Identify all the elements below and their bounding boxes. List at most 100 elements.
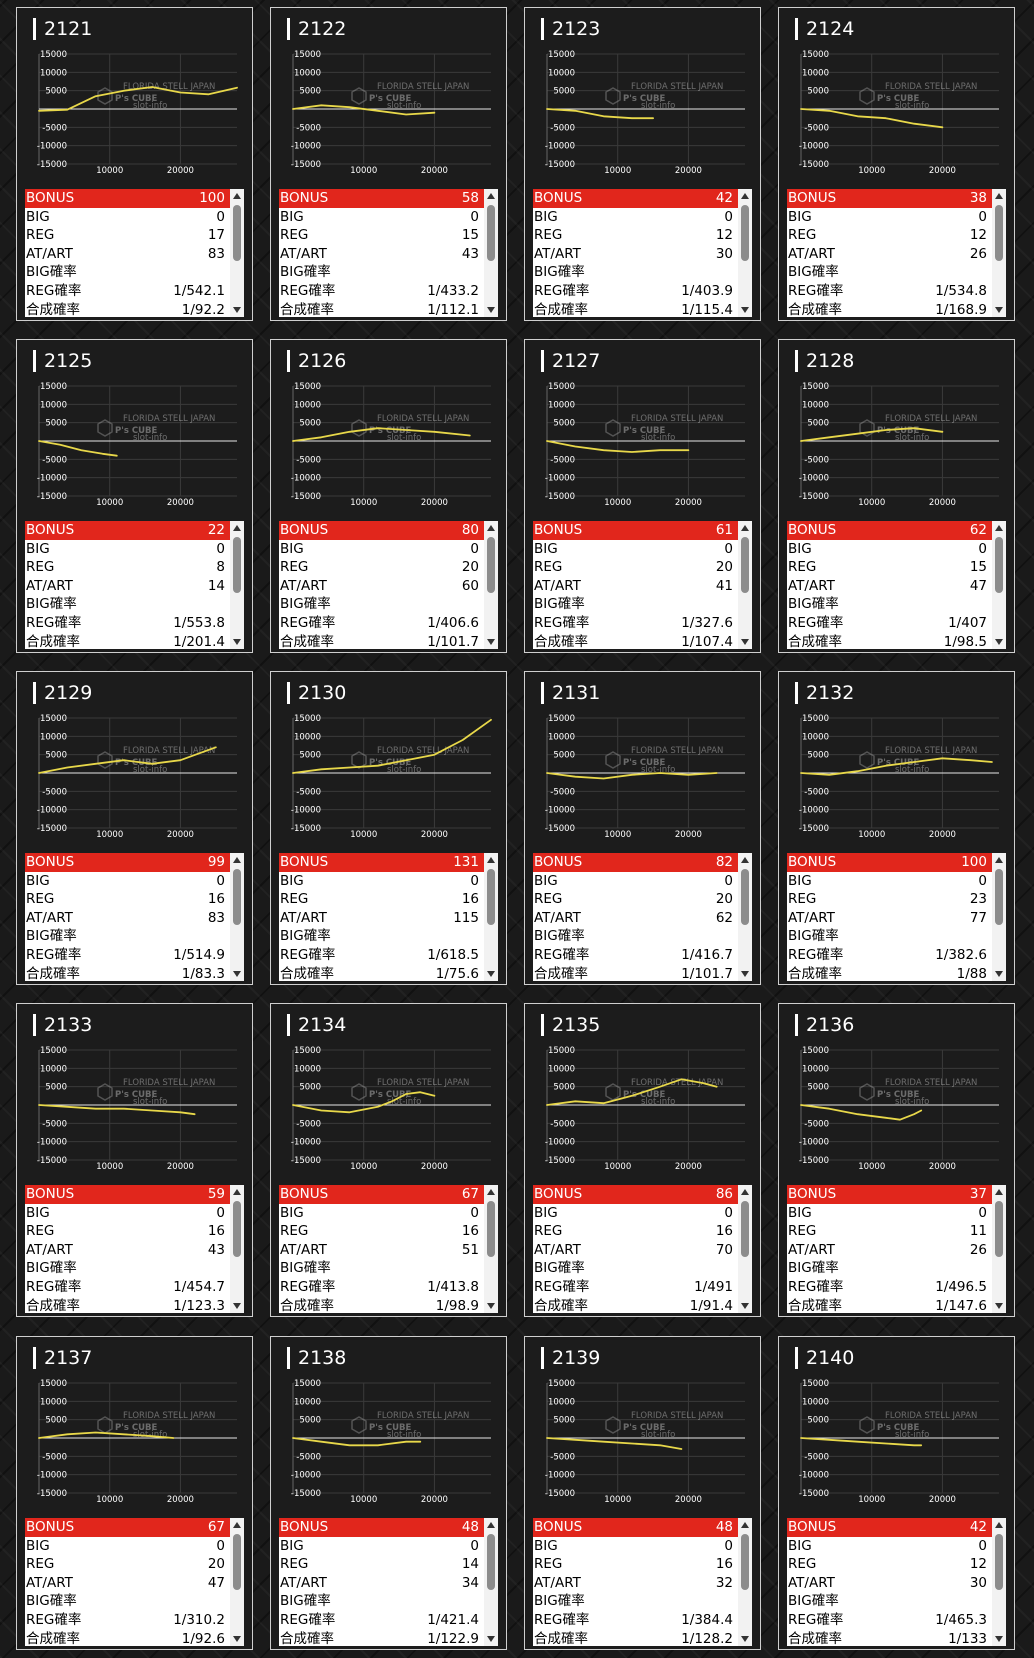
scroll-up-arrow-icon[interactable]: [233, 1522, 241, 1528]
scroll-up-arrow-icon[interactable]: [233, 525, 241, 531]
stats-scrollbar[interactable]: [738, 521, 752, 649]
scroll-down-arrow-icon[interactable]: [995, 1303, 1003, 1309]
scroll-down-arrow-icon[interactable]: [233, 1303, 241, 1309]
scroll-thumb[interactable]: [233, 1534, 241, 1590]
stats-scrollbar[interactable]: [992, 1518, 1006, 1646]
scroll-thumb[interactable]: [233, 537, 241, 593]
scroll-down-arrow-icon[interactable]: [487, 971, 495, 977]
scroll-thumb[interactable]: [233, 1201, 241, 1257]
scroll-thumb[interactable]: [741, 1201, 749, 1257]
scroll-up-arrow-icon[interactable]: [487, 857, 495, 863]
scroll-up-arrow-icon[interactable]: [487, 525, 495, 531]
stats-scrollbar[interactable]: [484, 853, 498, 981]
machine-card[interactable]: 2127 P's CUBE FLORIDA STELL JAPAN slot-info…: [524, 339, 761, 653]
stats-scrollbar[interactable]: [484, 1518, 498, 1646]
scroll-down-arrow-icon[interactable]: [233, 307, 241, 313]
stats-scrollbar[interactable]: [230, 853, 244, 981]
scroll-down-arrow-icon[interactable]: [487, 307, 495, 313]
scroll-thumb[interactable]: [995, 537, 1003, 593]
scroll-thumb[interactable]: [741, 537, 749, 593]
scroll-up-arrow-icon[interactable]: [487, 193, 495, 199]
scroll-thumb[interactable]: [995, 205, 1003, 261]
machine-card[interactable]: 2139 P's CUBE FLORIDA STELL JAPAN slot-info…: [524, 1336, 761, 1650]
machine-card[interactable]: 2125 P's CUBE FLORIDA STELL JAPAN slot-info…: [16, 339, 253, 653]
scroll-up-arrow-icon[interactable]: [233, 857, 241, 863]
scroll-up-arrow-icon[interactable]: [233, 193, 241, 199]
machine-card[interactable]: 2126 P's CUBE FLORIDA STELL JAPAN slot-info…: [270, 339, 507, 653]
stats-scrollbar[interactable]: [738, 1518, 752, 1646]
machine-card[interactable]: 2131 P's CUBE FLORIDA STELL JAPAN slot-info…: [524, 671, 761, 985]
scroll-up-arrow-icon[interactable]: [741, 1189, 749, 1195]
scroll-down-arrow-icon[interactable]: [995, 639, 1003, 645]
stats-scrollbar[interactable]: [738, 189, 752, 317]
machine-card[interactable]: 2133 P's CUBE FLORIDA STELL JAPAN slot-info…: [16, 1003, 253, 1317]
scroll-down-arrow-icon[interactable]: [995, 971, 1003, 977]
scroll-up-arrow-icon[interactable]: [487, 1189, 495, 1195]
stats-scrollbar[interactable]: [738, 1185, 752, 1313]
scroll-up-arrow-icon[interactable]: [233, 1189, 241, 1195]
stats-scrollbar[interactable]: [230, 189, 244, 317]
machine-card[interactable]: 2121 P's CUBE FLORIDA STELL JAPAN slot-info…: [16, 7, 253, 321]
scroll-thumb[interactable]: [995, 1534, 1003, 1590]
scroll-up-arrow-icon[interactable]: [741, 193, 749, 199]
scroll-up-arrow-icon[interactable]: [995, 1189, 1003, 1195]
scroll-thumb[interactable]: [741, 1534, 749, 1590]
stats-scrollbar[interactable]: [992, 189, 1006, 317]
stats-scrollbar[interactable]: [992, 1185, 1006, 1313]
scroll-up-arrow-icon[interactable]: [741, 1522, 749, 1528]
scroll-thumb[interactable]: [741, 869, 749, 925]
scroll-down-arrow-icon[interactable]: [741, 639, 749, 645]
machine-card[interactable]: 2140 P's CUBE FLORIDA STELL JAPAN slot-info…: [778, 1336, 1015, 1650]
scroll-up-arrow-icon[interactable]: [995, 857, 1003, 863]
machine-card[interactable]: 2122 P's CUBE FLORIDA STELL JAPAN slot-info…: [270, 7, 507, 321]
scroll-thumb[interactable]: [487, 1201, 495, 1257]
scroll-up-arrow-icon[interactable]: [995, 193, 1003, 199]
scroll-up-arrow-icon[interactable]: [487, 1522, 495, 1528]
machine-card[interactable]: 2123 P's CUBE FLORIDA STELL JAPAN slot-info…: [524, 7, 761, 321]
stats-scrollbar[interactable]: [484, 1185, 498, 1313]
machine-card[interactable]: 2138 P's CUBE FLORIDA STELL JAPAN slot-info…: [270, 1336, 507, 1650]
scroll-down-arrow-icon[interactable]: [995, 1636, 1003, 1642]
scroll-up-arrow-icon[interactable]: [995, 525, 1003, 531]
machine-card[interactable]: 2128 P's CUBE FLORIDA STELL JAPAN slot-info…: [778, 339, 1015, 653]
scroll-up-arrow-icon[interactable]: [741, 857, 749, 863]
stats-scrollbar[interactable]: [484, 521, 498, 649]
scroll-up-arrow-icon[interactable]: [741, 525, 749, 531]
scroll-down-arrow-icon[interactable]: [741, 307, 749, 313]
scroll-thumb[interactable]: [995, 1201, 1003, 1257]
scroll-thumb[interactable]: [487, 205, 495, 261]
scroll-down-arrow-icon[interactable]: [741, 1636, 749, 1642]
stats-scrollbar[interactable]: [992, 853, 1006, 981]
scroll-down-arrow-icon[interactable]: [487, 1636, 495, 1642]
machine-card[interactable]: 2137 P's CUBE FLORIDA STELL JAPAN slot-info…: [16, 1336, 253, 1650]
stats-scrollbar[interactable]: [738, 853, 752, 981]
scroll-down-arrow-icon[interactable]: [487, 1303, 495, 1309]
stats-scrollbar[interactable]: [484, 189, 498, 317]
scroll-thumb[interactable]: [487, 1534, 495, 1590]
stats-scrollbar[interactable]: [230, 1518, 244, 1646]
scroll-thumb[interactable]: [487, 869, 495, 925]
scroll-down-arrow-icon[interactable]: [233, 971, 241, 977]
scroll-up-arrow-icon[interactable]: [995, 1522, 1003, 1528]
scroll-thumb[interactable]: [995, 869, 1003, 925]
scroll-down-arrow-icon[interactable]: [741, 1303, 749, 1309]
scroll-down-arrow-icon[interactable]: [487, 639, 495, 645]
machine-card[interactable]: 2136 P's CUBE FLORIDA STELL JAPAN slot-info…: [778, 1003, 1015, 1317]
stats-scrollbar[interactable]: [230, 1185, 244, 1313]
machine-card[interactable]: 2135 P's CUBE FLORIDA STELL JAPAN slot-info…: [524, 1003, 761, 1317]
machine-card[interactable]: 2134 P's CUBE FLORIDA STELL JAPAN slot-info…: [270, 1003, 507, 1317]
scroll-down-arrow-icon[interactable]: [995, 307, 1003, 313]
scroll-down-arrow-icon[interactable]: [233, 639, 241, 645]
scroll-thumb[interactable]: [233, 869, 241, 925]
scroll-thumb[interactable]: [233, 205, 241, 261]
machine-card[interactable]: 2124 P's CUBE FLORIDA STELL JAPAN slot-info…: [778, 7, 1015, 321]
machine-card[interactable]: 2130 P's CUBE FLORIDA STELL JAPAN slot-info…: [270, 671, 507, 985]
scroll-thumb[interactable]: [741, 205, 749, 261]
machine-card[interactable]: 2132 P's CUBE FLORIDA STELL JAPAN slot-info…: [778, 671, 1015, 985]
stats-scrollbar[interactable]: [992, 521, 1006, 649]
scroll-thumb[interactable]: [487, 537, 495, 593]
scroll-down-arrow-icon[interactable]: [233, 1636, 241, 1642]
machine-card[interactable]: 2129 P's CUBE FLORIDA STELL JAPAN slot-info…: [16, 671, 253, 985]
scroll-down-arrow-icon[interactable]: [741, 971, 749, 977]
stats-scrollbar[interactable]: [230, 521, 244, 649]
